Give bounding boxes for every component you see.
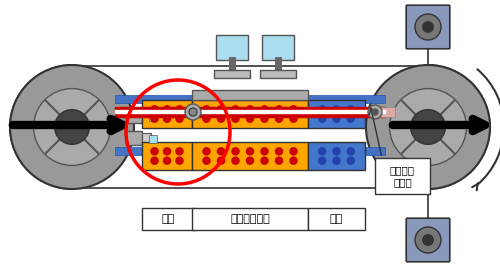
FancyBboxPatch shape bbox=[406, 218, 450, 262]
Bar bbox=[142, 100, 192, 128]
FancyBboxPatch shape bbox=[406, 5, 450, 49]
Circle shape bbox=[410, 110, 446, 144]
Circle shape bbox=[189, 108, 197, 116]
Circle shape bbox=[203, 157, 210, 164]
Circle shape bbox=[246, 115, 254, 122]
Circle shape bbox=[415, 14, 441, 40]
Circle shape bbox=[318, 115, 326, 122]
Circle shape bbox=[276, 157, 282, 164]
Circle shape bbox=[185, 104, 201, 120]
Circle shape bbox=[246, 157, 254, 164]
Circle shape bbox=[176, 106, 183, 113]
Circle shape bbox=[333, 148, 340, 155]
Circle shape bbox=[333, 106, 340, 113]
Circle shape bbox=[261, 106, 268, 113]
Circle shape bbox=[203, 106, 210, 113]
Bar bbox=[115, 95, 385, 103]
Circle shape bbox=[232, 106, 239, 113]
Bar bbox=[308, 208, 365, 230]
Bar bbox=[216, 35, 248, 60]
Circle shape bbox=[232, 148, 239, 155]
Circle shape bbox=[246, 106, 254, 113]
Bar bbox=[126, 131, 142, 145]
Bar bbox=[375, 158, 430, 194]
Bar bbox=[142, 142, 192, 170]
Bar bbox=[262, 35, 294, 60]
Circle shape bbox=[164, 157, 170, 164]
Circle shape bbox=[218, 115, 224, 122]
Circle shape bbox=[372, 109, 378, 115]
Circle shape bbox=[246, 148, 254, 155]
Circle shape bbox=[366, 65, 490, 189]
Bar bbox=[375, 107, 395, 117]
Circle shape bbox=[347, 106, 354, 113]
Bar bbox=[192, 208, 308, 230]
Circle shape bbox=[423, 22, 433, 32]
Circle shape bbox=[415, 227, 441, 253]
Bar bbox=[149, 135, 157, 143]
Text: 予熱: 予熱 bbox=[162, 214, 174, 224]
Circle shape bbox=[232, 115, 239, 122]
Circle shape bbox=[218, 106, 224, 113]
Circle shape bbox=[276, 148, 282, 155]
Circle shape bbox=[290, 115, 297, 122]
Circle shape bbox=[218, 157, 224, 164]
Circle shape bbox=[164, 115, 170, 122]
Circle shape bbox=[261, 115, 268, 122]
Circle shape bbox=[333, 157, 340, 164]
Circle shape bbox=[203, 148, 210, 155]
Text: 冷却: 冷却 bbox=[330, 214, 343, 224]
Circle shape bbox=[176, 157, 183, 164]
Circle shape bbox=[34, 89, 110, 165]
Bar bbox=[142, 111, 151, 121]
Circle shape bbox=[347, 157, 354, 164]
Circle shape bbox=[261, 157, 268, 164]
Circle shape bbox=[151, 148, 158, 155]
Bar bbox=[149, 113, 157, 121]
Circle shape bbox=[176, 115, 183, 122]
Bar bbox=[192, 100, 308, 128]
Circle shape bbox=[261, 148, 268, 155]
Circle shape bbox=[203, 115, 210, 122]
Bar bbox=[142, 133, 151, 143]
Circle shape bbox=[218, 148, 224, 155]
Circle shape bbox=[318, 157, 326, 164]
Circle shape bbox=[151, 157, 158, 164]
Circle shape bbox=[347, 148, 354, 155]
Bar bbox=[192, 142, 308, 170]
Circle shape bbox=[164, 148, 170, 155]
Circle shape bbox=[390, 89, 466, 165]
Circle shape bbox=[333, 115, 340, 122]
Circle shape bbox=[164, 106, 170, 113]
Bar bbox=[308, 100, 365, 128]
Bar bbox=[214, 70, 250, 78]
Circle shape bbox=[151, 106, 158, 113]
Bar bbox=[142, 208, 195, 230]
Bar bbox=[260, 70, 296, 78]
Circle shape bbox=[347, 115, 354, 122]
Bar bbox=[115, 147, 385, 155]
Circle shape bbox=[54, 110, 90, 144]
Bar bbox=[115, 107, 385, 117]
Circle shape bbox=[368, 105, 382, 119]
Circle shape bbox=[10, 65, 134, 189]
Circle shape bbox=[318, 106, 326, 113]
Circle shape bbox=[423, 235, 433, 245]
Circle shape bbox=[176, 148, 183, 155]
Bar bbox=[192, 90, 308, 100]
Bar bbox=[115, 110, 385, 113]
Circle shape bbox=[290, 106, 297, 113]
Circle shape bbox=[151, 115, 158, 122]
Circle shape bbox=[276, 115, 282, 122]
Circle shape bbox=[290, 157, 297, 164]
Text: 加熱、プレス: 加熱、プレス bbox=[230, 214, 270, 224]
Bar bbox=[126, 109, 142, 123]
Circle shape bbox=[232, 157, 239, 164]
Circle shape bbox=[276, 106, 282, 113]
Text: スチール
ベルト: スチール ベルト bbox=[390, 165, 415, 187]
Bar bbox=[308, 142, 365, 170]
Circle shape bbox=[318, 148, 326, 155]
Circle shape bbox=[290, 148, 297, 155]
